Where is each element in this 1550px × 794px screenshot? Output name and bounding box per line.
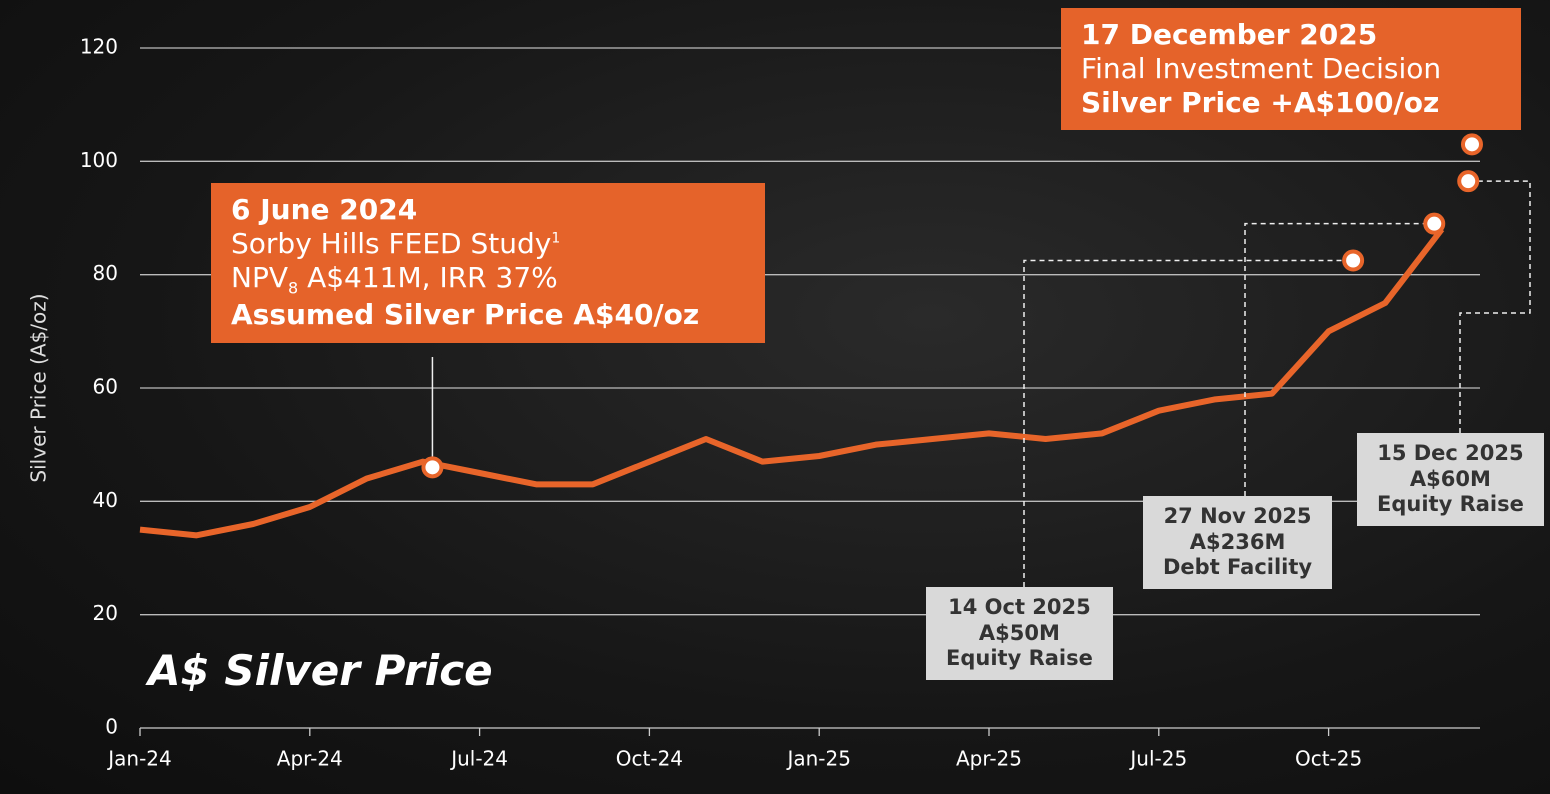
series-line <box>139 227 1445 539</box>
annotation-text: A$236M <box>1189 529 1286 554</box>
annotation-text: Debt Facility <box>1163 555 1313 580</box>
annotation-text: A$60M <box>1409 466 1491 491</box>
x-tick-label: Jul-25 <box>1128 747 1187 771</box>
annotation-text: Final Investment Decision <box>1081 52 1442 86</box>
annotation-date: 27 Nov 2025 <box>1163 504 1312 528</box>
annotation-date: 6 June 2024 <box>231 193 418 226</box>
annotation-text: Sorby Hills FEED Study <box>231 227 552 261</box>
connector <box>1459 180 1531 433</box>
annotation-date: 15 Dec 2025 <box>1377 441 1524 465</box>
x-tick-label: Jul-24 <box>449 747 508 771</box>
y-tick-label: 80 <box>93 261 118 285</box>
annotation-box: 27 Nov 2025 A$236M Debt Facility <box>1143 496 1333 589</box>
x-tick-label: Jan-24 <box>106 747 172 771</box>
annotation-point <box>1423 212 1446 235</box>
annotation-text: Assumed Silver Price A$40/oz <box>231 298 700 332</box>
y-tick-label: 20 <box>93 601 118 625</box>
annotation-text: A$50M <box>978 620 1060 645</box>
annotation-box: 14 Oct 2025 A$50M Equity Raise <box>926 587 1113 680</box>
x-tick-label: Oct-25 <box>1295 747 1362 771</box>
x-tick-label: Apr-25 <box>956 747 1022 771</box>
annotation-box: 6 June 2024 Sorby Hills FEED Study1 NPV8… <box>211 183 765 343</box>
y-axis-label: Silver Price (A$/oz) <box>27 293 51 482</box>
x-tick-label: Oct-24 <box>616 747 683 771</box>
chart-title: A$ Silver Price <box>148 646 493 695</box>
connector <box>1023 259 1354 587</box>
annotation-box: 17 December 2025 Final Investment Decisi… <box>1061 8 1521 131</box>
y-tick-label: 100 <box>80 148 118 172</box>
y-tick-label: 60 <box>93 375 118 399</box>
annotation-text: Equity Raise <box>946 646 1093 671</box>
y-tick-label: 0 <box>105 715 118 739</box>
annotation-point <box>1460 133 1483 156</box>
connector <box>1244 222 1435 496</box>
annotation-text: A$411M, IRR 37% <box>298 261 558 295</box>
annotation-point <box>1457 170 1480 193</box>
subscript: 8 <box>287 278 299 298</box>
annotation-date: 17 December 2025 <box>1081 18 1378 51</box>
annotation-point <box>421 456 444 479</box>
annotation-point <box>1342 249 1365 272</box>
x-tick-label: Jan-25 <box>785 747 851 771</box>
annotation-date: 14 Oct 2025 <box>948 595 1091 619</box>
y-tick-label: 40 <box>93 488 118 512</box>
annotation-text: Equity Raise <box>1377 492 1524 517</box>
annotation-text: NPV <box>231 261 288 295</box>
annotation-box: 15 Dec 2025 A$60M Equity Raise <box>1357 433 1544 526</box>
x-tick-label: Apr-24 <box>277 747 343 771</box>
footnote: 1 <box>551 230 561 247</box>
annotation-text: Silver Price +A$100/oz <box>1081 86 1440 120</box>
y-tick-label: 120 <box>80 35 118 59</box>
